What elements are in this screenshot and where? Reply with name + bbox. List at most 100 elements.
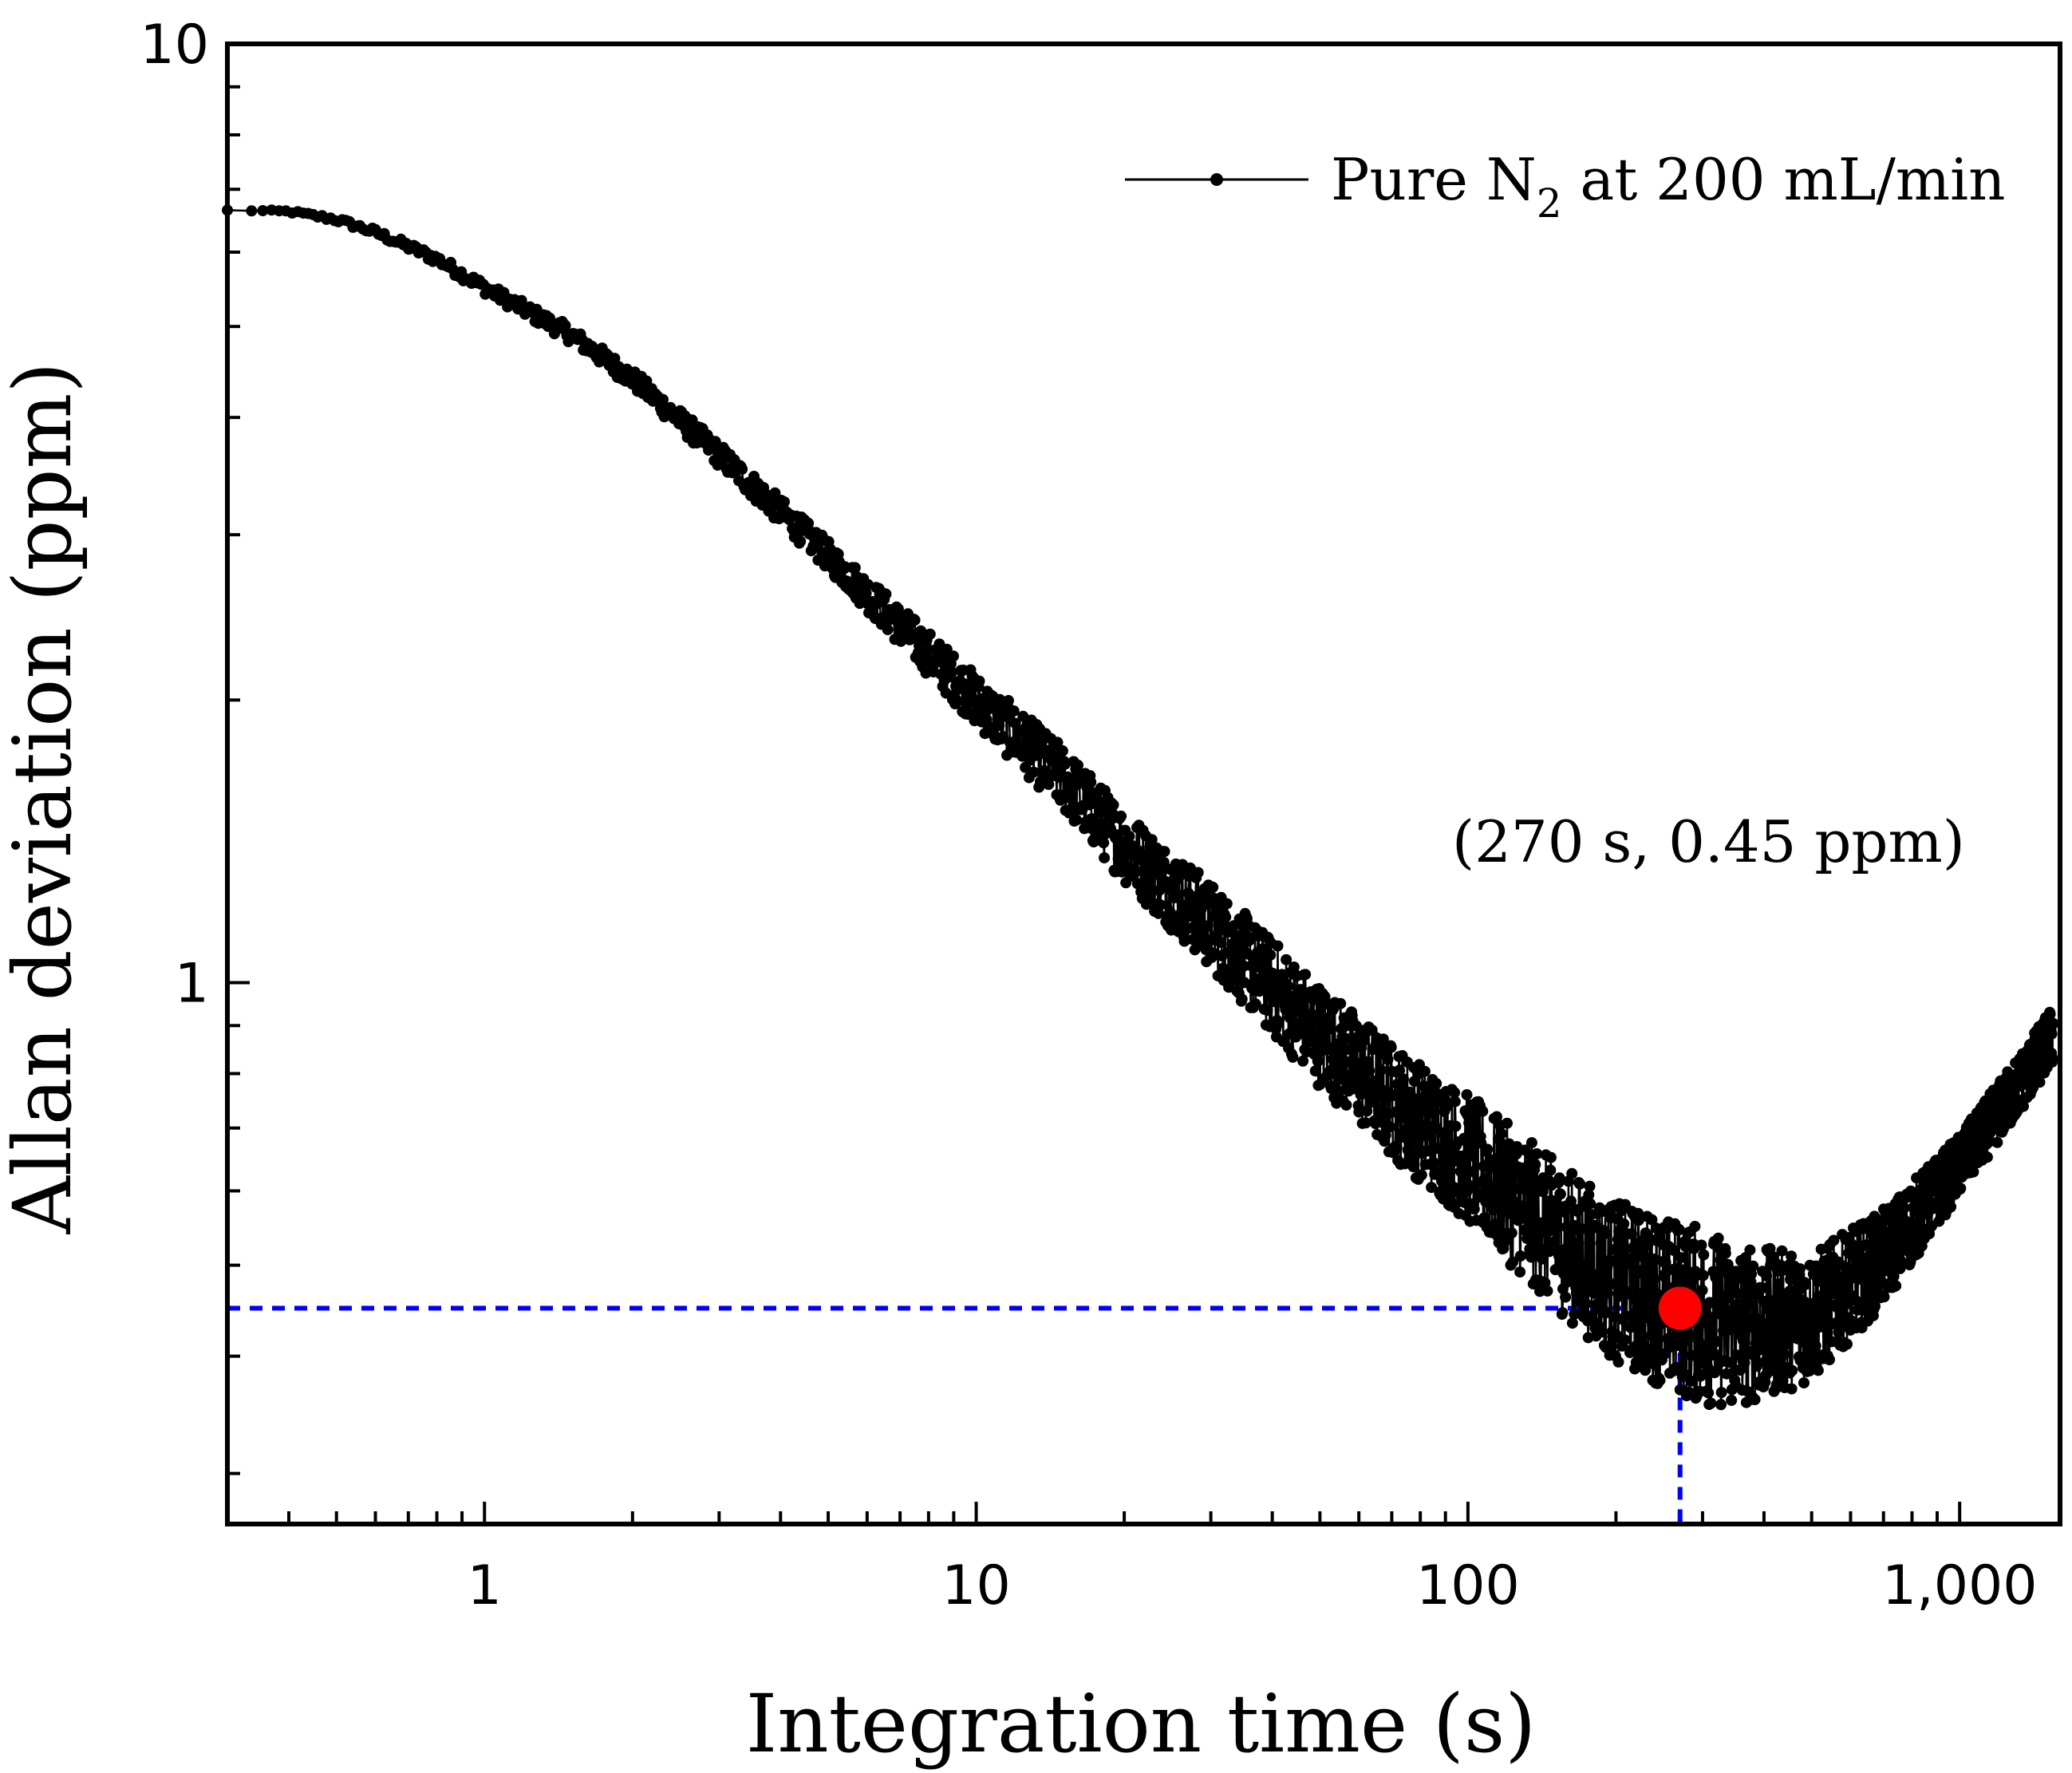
series-point-1580 bbox=[1610, 1329, 1622, 1341]
series-point-385 bbox=[860, 587, 872, 599]
series-point-121 bbox=[559, 319, 571, 331]
series-point-1057 bbox=[1335, 997, 1347, 1009]
series-point-1730 bbox=[1681, 1265, 1693, 1277]
series-point-2201 bbox=[1888, 1270, 1900, 1282]
series-point-1527 bbox=[1585, 1198, 1596, 1210]
series-point-1804 bbox=[1715, 1399, 1727, 1411]
series-point-518 bbox=[973, 675, 985, 687]
series-point-555 bbox=[1003, 695, 1014, 706]
series-point-192 bbox=[657, 393, 669, 405]
series-point-94 bbox=[515, 294, 527, 306]
series-point-1146 bbox=[1385, 1041, 1397, 1053]
series-point-1414 bbox=[1528, 1188, 1540, 1200]
series-point-1913 bbox=[1764, 1242, 1776, 1254]
series-point-1297 bbox=[1467, 1166, 1479, 1178]
series-point-893 bbox=[1236, 993, 1248, 1005]
series-point-1373 bbox=[1507, 1256, 1519, 1268]
series-point-666 bbox=[1085, 776, 1097, 788]
series-point-1598 bbox=[1619, 1334, 1631, 1346]
series-point-819 bbox=[1189, 944, 1201, 956]
series-point-1829 bbox=[1727, 1278, 1739, 1289]
series-point-1935 bbox=[1774, 1309, 1786, 1321]
series-point-260 bbox=[736, 464, 748, 475]
series-point-324 bbox=[803, 517, 815, 529]
series-point-505 bbox=[963, 705, 975, 717]
series-point-2595 bbox=[2046, 1028, 2058, 1040]
series-point-1471 bbox=[1557, 1307, 1569, 1319]
series-point-1245 bbox=[1439, 1171, 1451, 1183]
series-point-2599 bbox=[2047, 1017, 2059, 1029]
series-point-484 bbox=[946, 666, 957, 678]
series-point-1925 bbox=[1770, 1297, 1782, 1309]
series-point-1105 bbox=[1362, 1056, 1374, 1068]
series-point-1299 bbox=[1468, 1203, 1480, 1215]
series-point-1816 bbox=[1721, 1368, 1732, 1380]
legend-marker-sample bbox=[1210, 173, 1223, 186]
series-point-1791 bbox=[1709, 1349, 1721, 1360]
series-point-2456 bbox=[1991, 1136, 2003, 1148]
series-point-1451 bbox=[1546, 1195, 1558, 1206]
series-point-2 bbox=[257, 205, 269, 216]
series-point-1973 bbox=[1790, 1315, 1802, 1327]
series-point-1894 bbox=[1755, 1317, 1767, 1329]
series-point-1526 bbox=[1584, 1180, 1596, 1192]
series-point-1524 bbox=[1583, 1189, 1595, 1201]
series-point-1747 bbox=[1689, 1221, 1701, 1232]
series-point-1739 bbox=[1685, 1375, 1697, 1387]
series-point-2226 bbox=[1898, 1202, 1910, 1214]
series-point-721 bbox=[1123, 831, 1135, 843]
series-point-1905 bbox=[1761, 1270, 1773, 1281]
series-point-1038 bbox=[1324, 1020, 1336, 1032]
series-point-608 bbox=[1043, 779, 1055, 791]
series-point-824 bbox=[1192, 867, 1204, 879]
series-point-639 bbox=[1065, 791, 1077, 803]
series-point-1805 bbox=[1715, 1387, 1727, 1399]
series-point-1717 bbox=[1675, 1252, 1687, 1264]
series-point-1018 bbox=[1312, 1055, 1324, 1067]
series-point-1503 bbox=[1573, 1237, 1585, 1249]
series-point-1590 bbox=[1615, 1242, 1627, 1254]
y-tick-label-1: 1 bbox=[175, 952, 209, 1015]
series-point-2248 bbox=[1908, 1202, 1919, 1214]
series-point-1853 bbox=[1737, 1335, 1749, 1347]
series-point-1740 bbox=[1686, 1349, 1698, 1361]
series-point-2206 bbox=[1890, 1280, 1902, 1292]
series-point-1448 bbox=[1545, 1151, 1557, 1163]
series-point-2059 bbox=[1828, 1234, 1840, 1246]
series-point-1073 bbox=[1344, 1043, 1356, 1055]
series-point-1103 bbox=[1361, 1105, 1373, 1117]
series-point-1455 bbox=[1549, 1236, 1561, 1248]
series-point-887 bbox=[1233, 946, 1244, 958]
series-point-1491 bbox=[1566, 1317, 1578, 1329]
series-point-1068 bbox=[1341, 1056, 1353, 1068]
series-point-1568 bbox=[1604, 1278, 1616, 1290]
series-point-1652 bbox=[1644, 1343, 1656, 1355]
series-point-1576 bbox=[1608, 1311, 1620, 1323]
legend-label-subscript: 2 bbox=[1537, 180, 1562, 227]
series-point-1189 bbox=[1409, 1134, 1421, 1146]
series-point-915 bbox=[1249, 998, 1261, 1010]
series-point-934 bbox=[1261, 1005, 1273, 1017]
series-point-1765 bbox=[1697, 1270, 1709, 1281]
series-point-684 bbox=[1098, 837, 1110, 849]
series-point-1223 bbox=[1427, 1157, 1439, 1168]
series-point-1490 bbox=[1566, 1167, 1578, 1179]
series-point-1610 bbox=[1624, 1321, 1636, 1333]
series-point-1612 bbox=[1625, 1228, 1637, 1240]
series-point-1477 bbox=[1560, 1291, 1572, 1303]
series-point-409 bbox=[882, 624, 894, 636]
series-point-588 bbox=[1028, 766, 1040, 778]
series-point-1042 bbox=[1326, 1068, 1338, 1080]
series-point-1845 bbox=[1734, 1306, 1746, 1318]
series-point-1585 bbox=[1612, 1356, 1624, 1368]
legend-label: Pure N2 at 200 mL/min bbox=[1331, 146, 2006, 227]
series-point-1766 bbox=[1698, 1249, 1710, 1261]
series-point-2025 bbox=[1813, 1290, 1825, 1302]
series-point-1713 bbox=[1673, 1223, 1685, 1235]
series-point-620 bbox=[1052, 736, 1064, 748]
series-point-1417 bbox=[1529, 1159, 1541, 1171]
series-point-1276 bbox=[1456, 1163, 1468, 1175]
series-point-976 bbox=[1287, 1051, 1299, 1063]
series-point-1132 bbox=[1377, 1033, 1389, 1045]
